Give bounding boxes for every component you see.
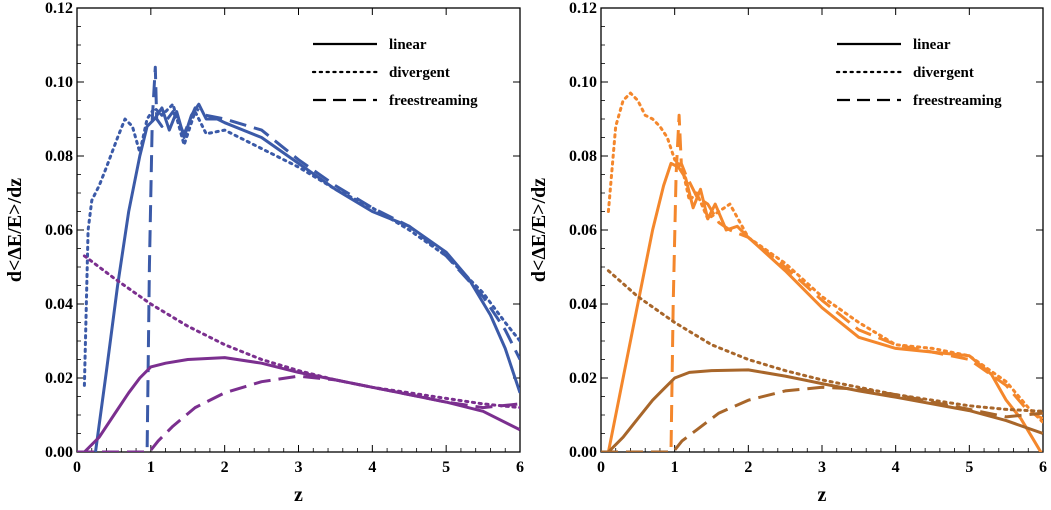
x-tick-label: 3 — [818, 459, 826, 476]
left-panel-chart: 0 1 2 3 4 5 6 0.00 0.02 0.04 0.06 0.08 0.10 0.12 z d<ΔE… — [4, 0, 524, 506]
series-line-solid-0 — [94, 102, 520, 452]
series-line-solid-3 — [607, 368, 1043, 452]
x-tick-label: 6 — [516, 459, 524, 476]
x-tick-label: 2 — [744, 459, 752, 476]
x-tick-label: 3 — [295, 459, 303, 476]
y-tick-label: 0.02 — [45, 370, 73, 387]
y-tick-label: 0.08 — [569, 148, 597, 165]
y-tick-label: 0.12 — [45, 0, 73, 17]
y-tick-label: 0.12 — [569, 0, 597, 17]
legend: linear divergent freestreaming — [311, 37, 478, 109]
x-tick-label: 4 — [892, 459, 900, 476]
series-group — [77, 65, 520, 452]
y-tick-label: 0.06 — [569, 222, 597, 239]
legend-label-dotted: divergent — [913, 65, 974, 81]
y-tick-label: 0.10 — [45, 74, 73, 91]
right-panel-chart: 0 1 2 3 4 5 6 0.00 0.02 0.04 0.06 0.08 0.10 0.12 z d<ΔE… — [528, 0, 1047, 506]
series-line-dotted-4 — [606, 269, 1043, 413]
legend: linear divergent freestreaming — [835, 37, 1002, 109]
y-axis-label: d<ΔE/E>/dz — [528, 178, 550, 282]
series-line-dotted-1 — [606, 91, 1043, 424]
x-tick-label: 5 — [442, 459, 450, 476]
series-line-dashed-2 — [77, 65, 520, 452]
x-axis-label: z — [818, 484, 827, 506]
series-line-dotted-4 — [82, 254, 520, 410]
y-tick-label: 0.00 — [45, 444, 73, 461]
x-axis-label: z — [294, 484, 303, 506]
y-tick-label: 0.02 — [569, 370, 597, 387]
series-line-dashed-5 — [77, 374, 520, 452]
series-group — [601, 91, 1043, 452]
legend-label-dashed: freestreaming — [389, 93, 478, 109]
x-tick-label: 2 — [221, 459, 229, 476]
x-tick-label: 5 — [965, 459, 973, 476]
series-line-solid-3 — [83, 356, 520, 452]
x-tick-label: 0 — [597, 459, 605, 476]
legend-label-solid: linear — [913, 37, 951, 53]
y-tick-label: 0.10 — [569, 74, 597, 91]
x-tick-label: 4 — [368, 459, 376, 476]
y-tick-label: 0.00 — [569, 444, 597, 461]
y-axis-label: d<ΔE/E>/dz — [4, 178, 26, 282]
y-tick-label: 0.04 — [569, 296, 597, 313]
series-line-dashed-2 — [601, 113, 1043, 452]
legend-label-dotted: divergent — [389, 65, 450, 81]
x-tick-label: 6 — [1039, 459, 1047, 476]
series-line-dotted-1 — [82, 102, 520, 387]
legend-label-solid: linear — [389, 37, 427, 53]
y-tick-label: 0.06 — [45, 222, 73, 239]
series-line-dashed-5 — [601, 385, 1043, 452]
plot-frame — [76, 7, 521, 453]
x-tick-label: 1 — [147, 459, 155, 476]
x-tick-label: 0 — [73, 459, 81, 476]
legend-label-dashed: freestreaming — [913, 93, 1002, 109]
y-tick-label: 0.04 — [45, 296, 73, 313]
x-tick-label: 1 — [671, 459, 679, 476]
y-tick-label: 0.08 — [45, 148, 73, 165]
